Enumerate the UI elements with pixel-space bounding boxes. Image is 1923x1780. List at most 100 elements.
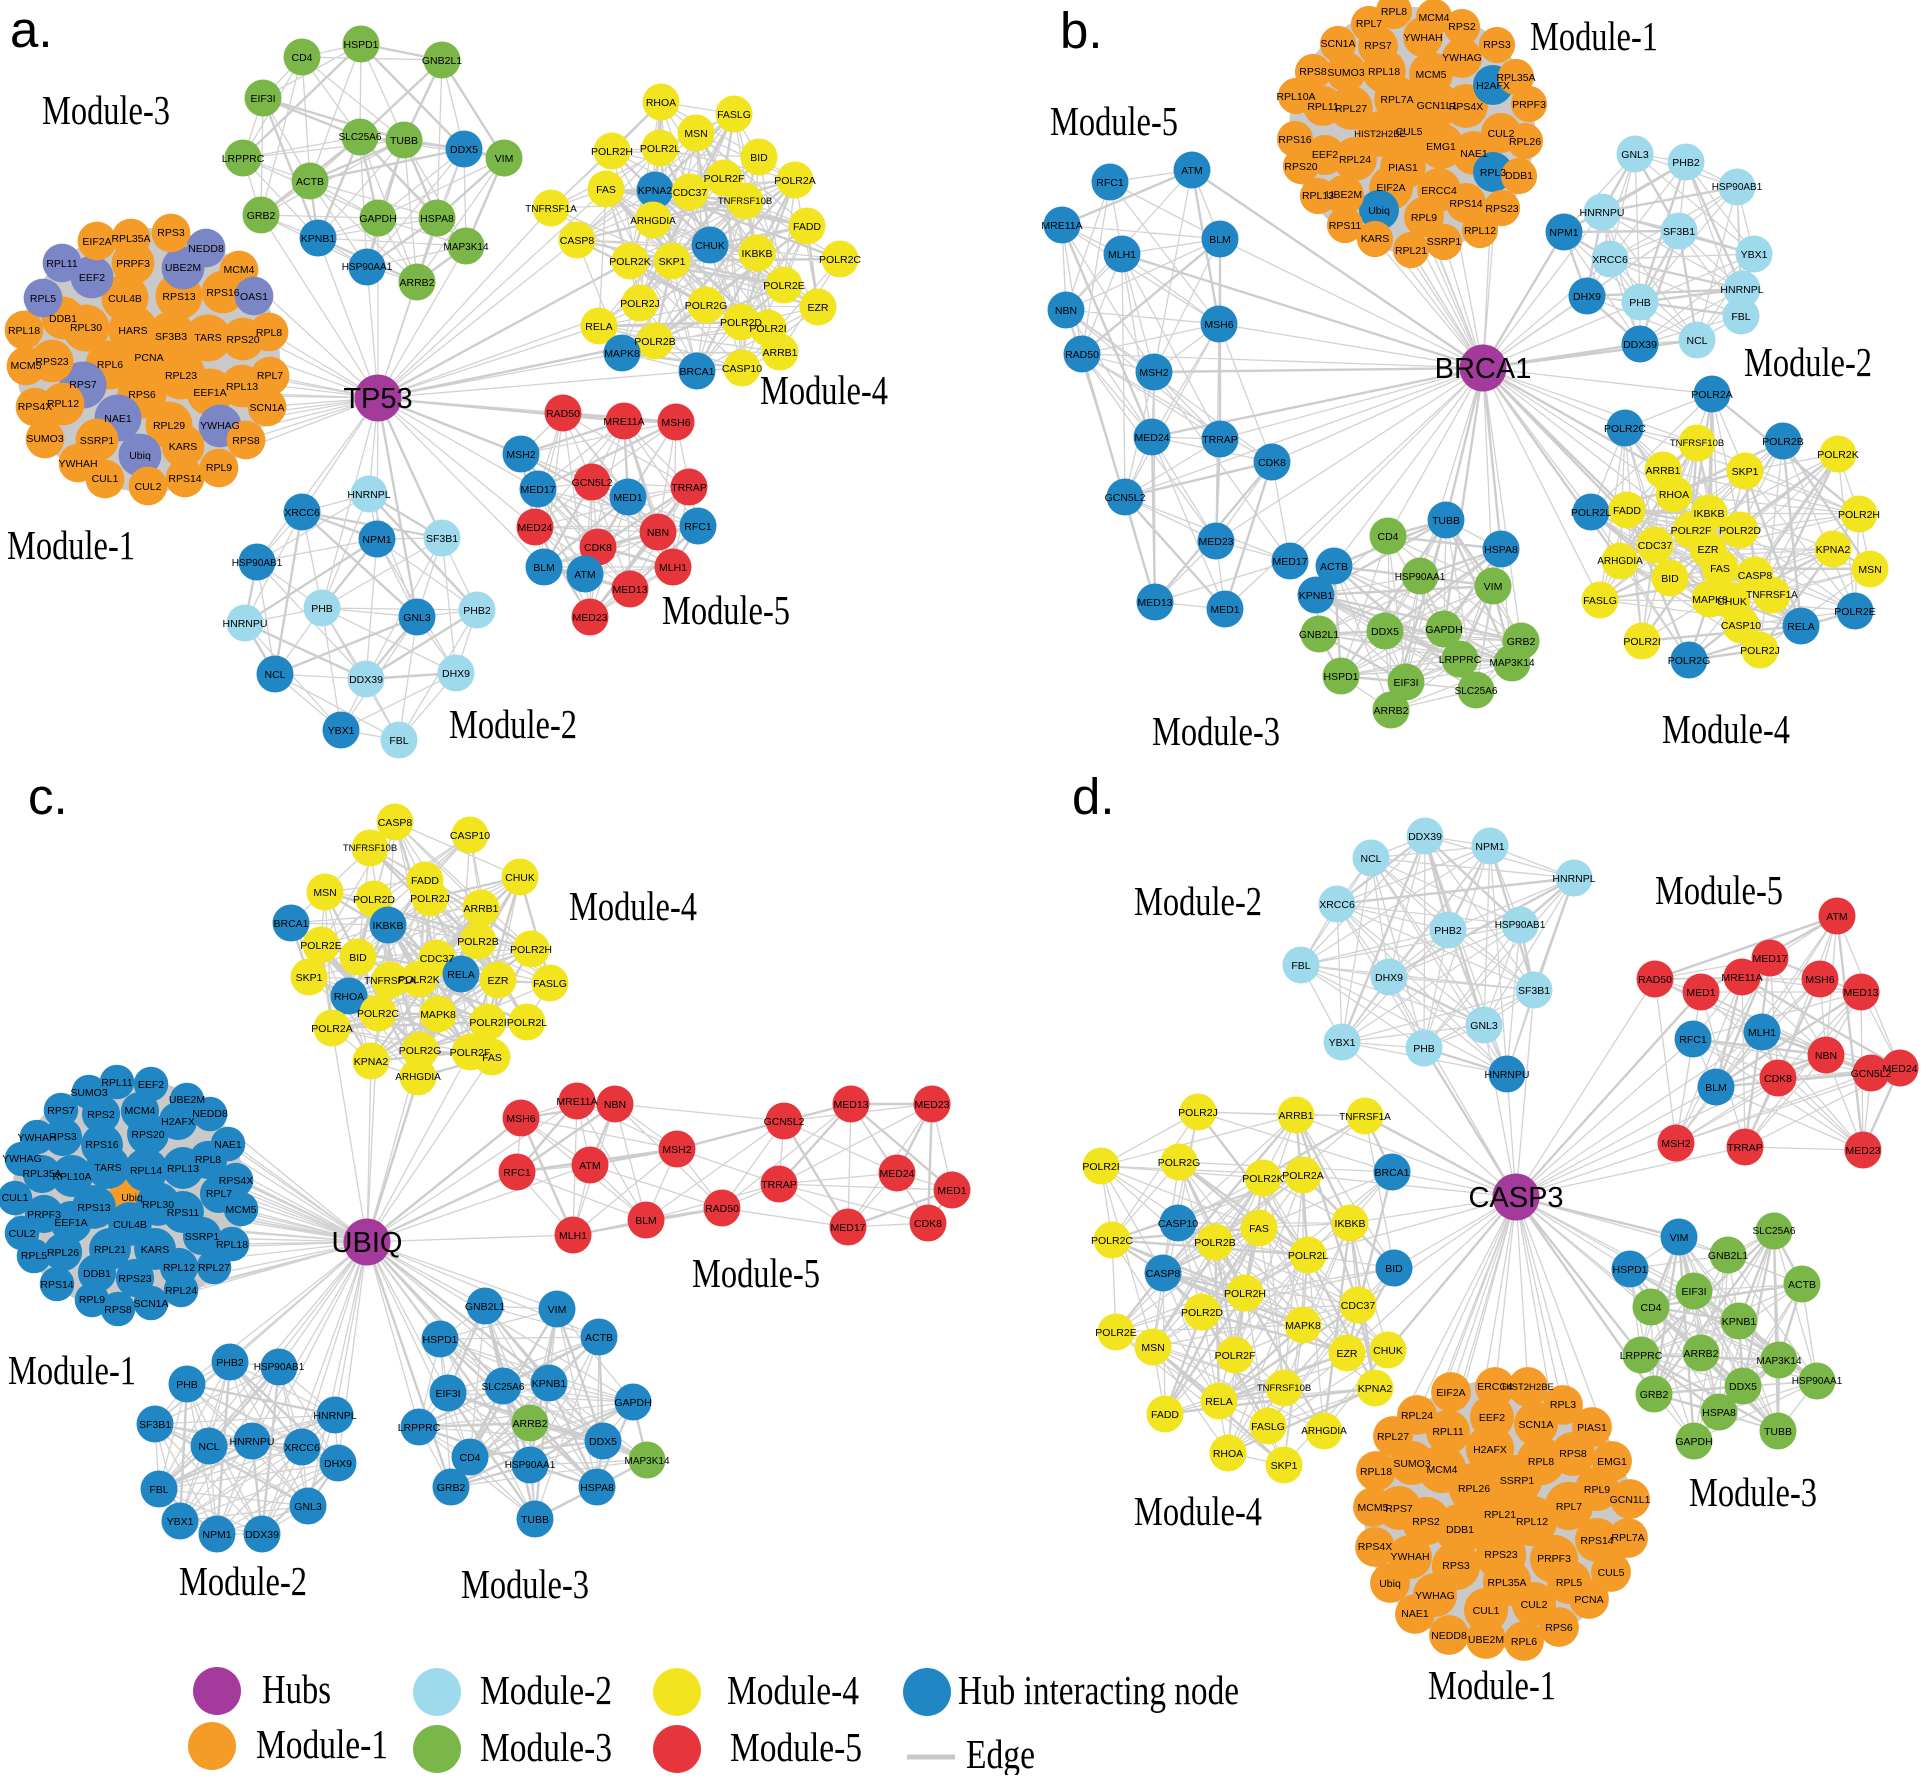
svg-text:RPL35A: RPL35A xyxy=(22,1168,61,1180)
svg-text:CUL1: CUL1 xyxy=(2,1192,29,1204)
svg-text:Ubiq: Ubiq xyxy=(129,450,151,462)
svg-text:RPL14: RPL14 xyxy=(130,1165,162,1177)
svg-text:HIST2H2BE: HIST2H2BE xyxy=(1354,129,1406,140)
svg-text:PHB2: PHB2 xyxy=(216,1357,244,1369)
svg-text:RPL18: RPL18 xyxy=(1368,66,1400,78)
svg-text:POLR2H: POLR2H xyxy=(1838,509,1880,521)
svg-text:Hub interacting node: Hub interacting node xyxy=(958,1667,1239,1713)
svg-text:HNRNPU: HNRNPU xyxy=(1580,207,1625,219)
svg-text:RPS23: RPS23 xyxy=(1485,203,1518,215)
svg-text:GCN1L1: GCN1L1 xyxy=(1610,1494,1651,1506)
svg-text:YWHAH: YWHAH xyxy=(17,1132,56,1144)
svg-text:CD4: CD4 xyxy=(1377,531,1398,543)
svg-text:FASLG: FASLG xyxy=(1251,1421,1285,1433)
svg-text:PRPF3: PRPF3 xyxy=(1512,99,1546,111)
svg-text:RPL35A: RPL35A xyxy=(1487,1577,1526,1589)
svg-text:Module-1: Module-1 xyxy=(7,522,135,568)
svg-text:PHB2: PHB2 xyxy=(463,605,491,617)
svg-text:POLR2F: POLR2F xyxy=(1215,1350,1256,1362)
svg-text:RFC1: RFC1 xyxy=(684,521,712,533)
svg-text:HNRNPL: HNRNPL xyxy=(313,1410,356,1422)
svg-text:YWHAG: YWHAG xyxy=(1415,1590,1455,1602)
svg-text:UBIQ: UBIQ xyxy=(332,1227,403,1259)
svg-text:TNFRSF1A: TNFRSF1A xyxy=(525,204,577,215)
svg-text:RPS3: RPS3 xyxy=(49,1131,77,1143)
svg-text:POLR2G: POLR2G xyxy=(685,300,728,312)
svg-text:HSPD1: HSPD1 xyxy=(1323,671,1358,683)
svg-text:FASLG: FASLG xyxy=(533,978,567,990)
svg-text:CASP10: CASP10 xyxy=(450,830,490,842)
svg-text:RPL24: RPL24 xyxy=(1339,154,1371,166)
svg-text:RPL26: RPL26 xyxy=(47,1247,79,1259)
svg-text:PHB: PHB xyxy=(311,603,333,615)
svg-text:POLR2A: POLR2A xyxy=(311,1023,352,1035)
svg-text:KPNB1: KPNB1 xyxy=(301,233,336,245)
svg-text:PHB: PHB xyxy=(176,1379,198,1391)
svg-text:RHOA: RHOA xyxy=(1659,489,1689,501)
svg-text:CUL2: CUL2 xyxy=(135,481,162,493)
svg-text:RPL26: RPL26 xyxy=(1509,136,1541,148)
svg-text:HSP90AB1: HSP90AB1 xyxy=(1712,182,1763,193)
svg-text:EEF2: EEF2 xyxy=(79,272,105,284)
svg-text:FASLG: FASLG xyxy=(717,109,751,121)
svg-text:POLR2K: POLR2K xyxy=(398,974,439,986)
svg-text:MAP3K14: MAP3K14 xyxy=(1756,1356,1801,1367)
svg-text:POLR2I: POLR2I xyxy=(1623,636,1660,648)
svg-text:POLR2A: POLR2A xyxy=(1282,1170,1323,1182)
svg-text:RPL11: RPL11 xyxy=(101,1077,132,1089)
svg-text:RPS11: RPS11 xyxy=(167,1207,200,1219)
svg-text:RPS2: RPS2 xyxy=(1412,1516,1440,1528)
svg-text:ARRB2: ARRB2 xyxy=(399,277,434,289)
svg-text:MAPK8: MAPK8 xyxy=(1692,594,1728,606)
svg-text:NAE1: NAE1 xyxy=(1401,1608,1429,1620)
svg-text:POLR2G: POLR2G xyxy=(399,1045,442,1057)
svg-text:RPL5: RPL5 xyxy=(21,1250,47,1262)
svg-text:EIF3I: EIF3I xyxy=(435,1388,460,1400)
svg-text:MED23: MED23 xyxy=(1845,1145,1880,1157)
svg-text:HSP90AA1: HSP90AA1 xyxy=(342,262,393,273)
svg-text:MCM4: MCM4 xyxy=(1419,12,1450,24)
svg-text:POLR2A: POLR2A xyxy=(774,175,815,187)
svg-text:ARRB1: ARRB1 xyxy=(1645,465,1680,477)
svg-text:IKBKB: IKBKB xyxy=(1335,1218,1366,1230)
svg-text:RPS13: RPS13 xyxy=(162,291,195,303)
svg-text:RFC1: RFC1 xyxy=(503,1167,531,1179)
svg-text:MED13: MED13 xyxy=(1137,597,1172,609)
svg-text:RPS16: RPS16 xyxy=(1278,134,1311,146)
svg-text:BID: BID xyxy=(1661,573,1679,585)
svg-text:DDB1: DDB1 xyxy=(1505,170,1533,182)
svg-text:CHUK: CHUK xyxy=(695,240,725,252)
svg-text:RPL23: RPL23 xyxy=(165,370,197,382)
svg-text:RPL21: RPL21 xyxy=(94,1244,126,1256)
svg-text:MRE11A: MRE11A xyxy=(1721,972,1762,984)
svg-text:MSN: MSN xyxy=(313,887,336,899)
svg-text:PHB: PHB xyxy=(1629,297,1651,309)
svg-text:RPS2: RPS2 xyxy=(1448,21,1476,33)
svg-text:PRPF3: PRPF3 xyxy=(1537,1553,1571,1565)
svg-text:RAD50: RAD50 xyxy=(546,408,580,420)
svg-text:POLR2B: POLR2B xyxy=(1762,436,1803,448)
svg-text:ACTB: ACTB xyxy=(585,1332,613,1344)
svg-text:Module-4: Module-4 xyxy=(569,883,697,929)
svg-text:Module-3: Module-3 xyxy=(461,1561,589,1607)
svg-text:CD4: CD4 xyxy=(1640,1302,1661,1314)
svg-text:MSH2: MSH2 xyxy=(1139,367,1168,379)
svg-text:EIF2A: EIF2A xyxy=(82,236,111,248)
svg-text:CDK8: CDK8 xyxy=(1258,457,1286,469)
svg-text:RPS6: RPS6 xyxy=(128,389,156,401)
svg-text:GNB2L1: GNB2L1 xyxy=(422,55,462,67)
svg-text:ACTB: ACTB xyxy=(1788,1279,1816,1291)
svg-text:SF3B3: SF3B3 xyxy=(155,331,187,343)
svg-text:RPS8: RPS8 xyxy=(104,1304,132,1316)
svg-text:TNFRSF1A: TNFRSF1A xyxy=(364,976,416,987)
svg-text:NCL: NCL xyxy=(1686,335,1707,347)
svg-text:CUL1: CUL1 xyxy=(92,473,119,485)
svg-text:SCN1A: SCN1A xyxy=(249,402,284,414)
svg-text:UBE2M: UBE2M xyxy=(1326,189,1362,201)
svg-text:Module-5: Module-5 xyxy=(662,587,790,633)
svg-text:NCL: NCL xyxy=(198,1441,219,1453)
svg-text:SLC25A6: SLC25A6 xyxy=(1753,1226,1796,1237)
svg-text:LRPPRC: LRPPRC xyxy=(1439,654,1482,666)
svg-text:RPL10A: RPL10A xyxy=(52,1171,91,1183)
svg-text:SF3B1: SF3B1 xyxy=(1518,985,1550,997)
